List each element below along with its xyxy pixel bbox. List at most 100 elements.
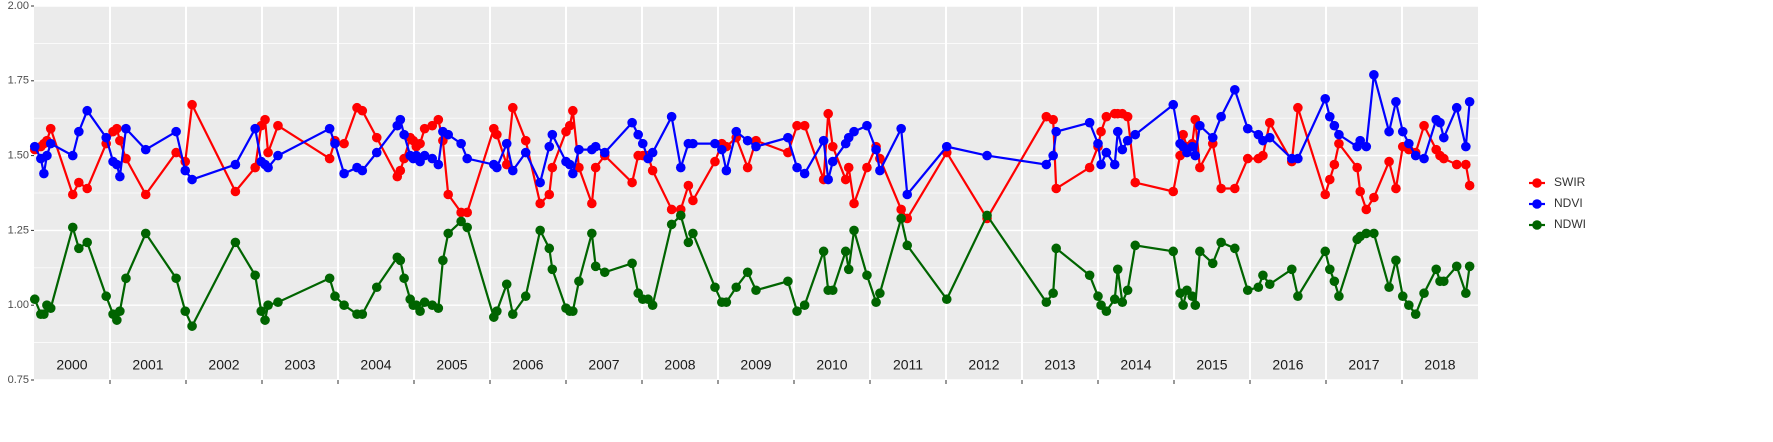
- data-point: [324, 123, 335, 134]
- data-point: [535, 225, 545, 236]
- data-point: [230, 186, 241, 197]
- data-point: [1391, 255, 1401, 266]
- legend-key: [1532, 199, 1542, 209]
- data-point: [1178, 300, 1188, 311]
- data-point: [783, 147, 793, 158]
- data-point: [1041, 297, 1052, 308]
- data-point: [827, 141, 838, 152]
- data-point: [783, 276, 793, 287]
- data-point: [688, 195, 698, 206]
- data-point: [1187, 291, 1198, 302]
- legend-key: [1532, 178, 1542, 188]
- data-point: [443, 189, 454, 200]
- data-point: [263, 300, 273, 311]
- data-point: [568, 105, 578, 116]
- data-point: [818, 246, 829, 257]
- data-point: [587, 228, 597, 239]
- data-point: [1109, 159, 1120, 170]
- data-point: [1264, 117, 1275, 128]
- data-point: [29, 294, 40, 305]
- data-point: [1051, 183, 1061, 194]
- y-tick-label: 1.00: [8, 299, 29, 311]
- data-point: [462, 207, 473, 218]
- year-label: 2000: [56, 357, 87, 373]
- year-label: 2003: [284, 357, 315, 373]
- data-point: [1369, 228, 1379, 239]
- data-point: [1242, 153, 1253, 164]
- data-point: [535, 177, 545, 188]
- data-point: [263, 147, 273, 158]
- data-point: [742, 267, 753, 278]
- legend-label: SWIR: [1554, 175, 1586, 189]
- data-point: [45, 138, 56, 149]
- data-point: [140, 228, 151, 239]
- data-point: [875, 165, 885, 176]
- data-point: [115, 306, 125, 316]
- data-point: [544, 243, 555, 254]
- data-point: [843, 264, 854, 275]
- year-label: 2018: [1424, 357, 1455, 373]
- data-point: [101, 132, 111, 143]
- data-point: [599, 147, 610, 158]
- data-point: [101, 291, 111, 302]
- data-point: [508, 102, 518, 113]
- data-point: [568, 306, 578, 316]
- data-point: [799, 168, 810, 179]
- data-point: [1384, 126, 1394, 137]
- data-point: [433, 159, 444, 170]
- data-point: [547, 264, 558, 275]
- data-point: [1216, 111, 1226, 122]
- data-point: [1419, 120, 1429, 131]
- data-point: [1464, 180, 1475, 191]
- data-point: [1369, 192, 1379, 203]
- data-point: [871, 144, 881, 155]
- data-point: [1122, 135, 1133, 146]
- year-label: 2006: [512, 357, 543, 373]
- data-point: [1048, 150, 1058, 161]
- data-point: [230, 159, 241, 170]
- data-point: [140, 189, 151, 200]
- data-point: [827, 156, 838, 167]
- data-point: [565, 159, 575, 170]
- data-point: [250, 123, 260, 134]
- data-point: [1293, 291, 1303, 302]
- data-point: [1404, 300, 1414, 311]
- data-point: [1329, 120, 1340, 131]
- data-point: [902, 240, 913, 251]
- year-label: 2010: [816, 357, 847, 373]
- data-point: [710, 138, 720, 149]
- data-point: [395, 165, 406, 176]
- data-point: [1264, 279, 1275, 290]
- data-point: [501, 279, 512, 290]
- data-point: [443, 129, 454, 140]
- data-point: [1230, 183, 1240, 194]
- data-point: [1084, 270, 1095, 281]
- data-point: [520, 291, 531, 302]
- data-point: [1230, 243, 1240, 254]
- data-point: [1084, 162, 1095, 173]
- y-tick-label: 1.50: [8, 150, 29, 162]
- data-point: [140, 144, 151, 155]
- data-point: [395, 255, 406, 266]
- data-point: [462, 153, 473, 164]
- data-point: [751, 285, 761, 296]
- data-point: [1084, 117, 1095, 128]
- data-point: [1384, 156, 1394, 167]
- data-point: [666, 111, 677, 122]
- data-point: [1391, 96, 1401, 107]
- year-label: 2005: [436, 357, 467, 373]
- data-point: [587, 198, 597, 209]
- data-point: [731, 126, 742, 137]
- data-point: [1130, 129, 1141, 140]
- data-point: [508, 309, 518, 319]
- data-point: [1320, 246, 1331, 257]
- data-point: [862, 162, 872, 173]
- data-point: [896, 213, 906, 224]
- data-point: [683, 180, 694, 191]
- data-point: [1112, 126, 1123, 137]
- data-point: [399, 129, 409, 140]
- y-tick-label: 1.25: [8, 224, 29, 236]
- data-point: [443, 228, 454, 239]
- data-point: [1258, 150, 1268, 161]
- data-point: [982, 150, 992, 161]
